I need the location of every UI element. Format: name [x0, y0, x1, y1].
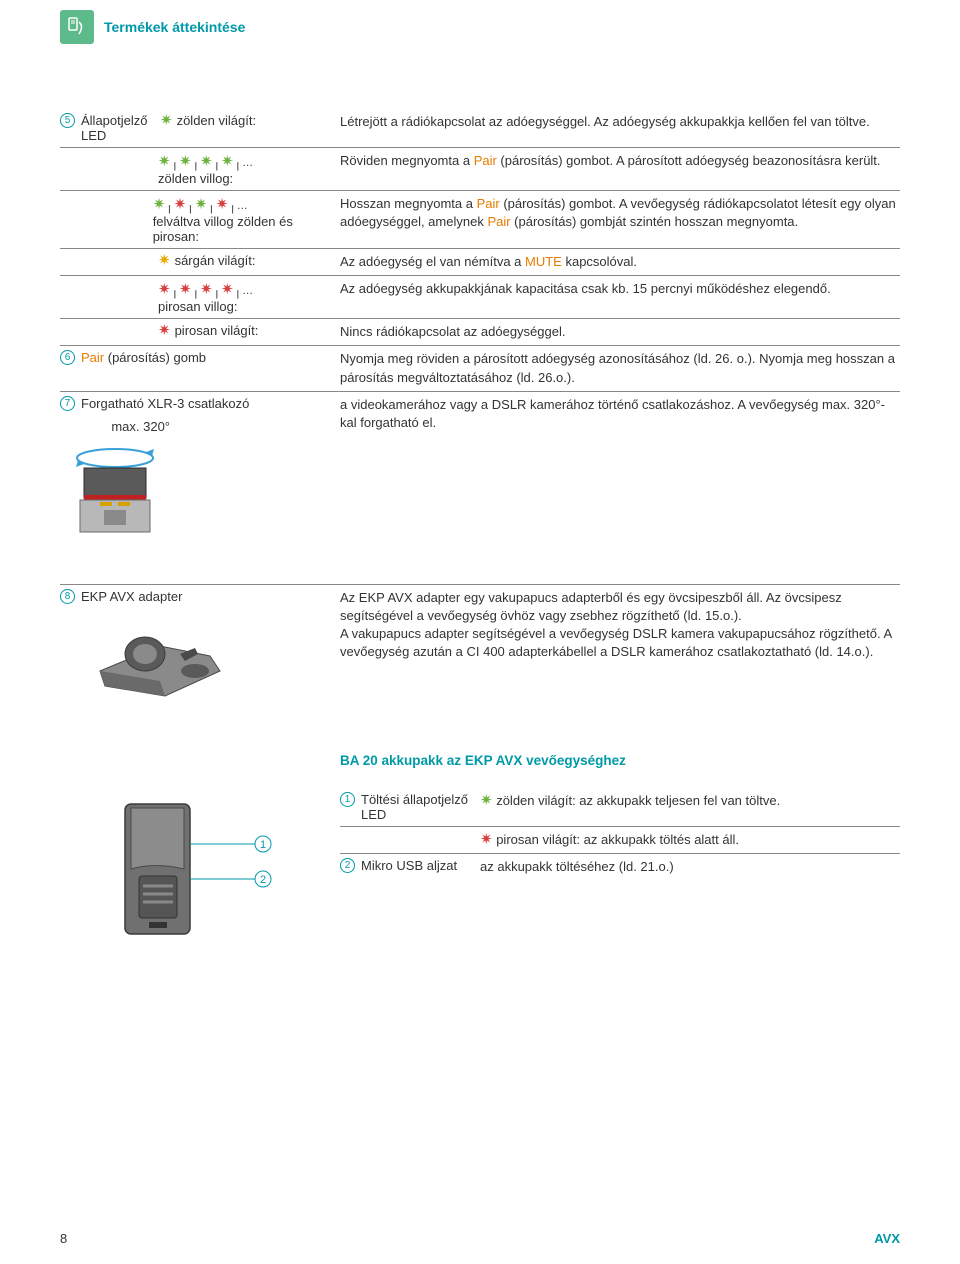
row-ekp-adapter: 8 EKP AVX adapter Az EKP AVX adapter egy… [60, 584, 900, 708]
num-8: 8 [60, 589, 75, 604]
row-led-greenred-blink: ✷╷✷╷✷╷✷╷… felváltva villog zölden és pir… [60, 190, 900, 248]
ekp-adapter-label: EKP AVX adapter [81, 589, 182, 604]
desc-ekp-adapter: Az EKP AVX adapter egy vakupapucs adapte… [340, 589, 900, 704]
desc-xlr3: a videokamerához vagy a DSLR kamerához t… [340, 396, 900, 535]
desc-green-blink: Röviden megnyomta a Pair (párosítás) gom… [340, 152, 900, 186]
desc-red-blink: Az adóegység akkupakkjának kapacitása cs… [340, 280, 900, 314]
svg-text:1: 1 [260, 839, 266, 851]
led-red-seq-icon: ✷╷✷╷✷╷✷╷… [158, 280, 253, 297]
led-green-icon: ✷ [480, 793, 493, 808]
header-icon [60, 10, 94, 44]
desc-mixed: Hosszan megnyomta a Pair (párosítás) gom… [340, 195, 900, 244]
row-pair-button: 6 Pair (párosítás) gomb Nyomja meg rövid… [60, 345, 900, 390]
xlr-connector-illustration [60, 440, 170, 535]
brand-label: AVX [874, 1231, 900, 1246]
led-red-blink-label: pirosan villog: [158, 299, 238, 314]
ba20-illustration: 1 2 [95, 794, 295, 944]
ekp-adapter-illustration [90, 616, 240, 701]
num-6: 6 [60, 350, 75, 365]
xlr3-label: Forgatható XLR-3 csatlakozó [81, 396, 249, 411]
desc-pair-button: Nyomja meg röviden a párosított adóegysé… [340, 350, 900, 386]
ba20-num-2: 2 [340, 858, 355, 873]
ba20-num-1: 1 [340, 792, 355, 807]
ba20-red-desc: pirosan világít: az akkupakk töltés alat… [496, 832, 739, 847]
ba20-usb-desc: az akkupakk töltéséhez (ld. 21.o.) [480, 858, 900, 876]
ba20-charge-led-label: Töltési állapotjelző LED [361, 792, 480, 822]
desc-red-solid: Nincs rádiókapcsolat az adóegységgel. [340, 323, 900, 341]
row-led-red-blink: ✷╷✷╷✷╷✷╷… pirosan villog: Az adóegység a… [60, 275, 900, 318]
max-320-label: max. 320° [111, 419, 170, 434]
page-header: Termékek áttekintése [60, 10, 900, 44]
ba20-green-desc: zölden világít: az akkupakk teljesen fel… [496, 793, 780, 808]
led-green-icon: ✷ [160, 113, 173, 128]
page-footer: 8 AVX [60, 1231, 900, 1246]
ba20-row-1b: ✷ pirosan világít: az akkupakk töltés al… [340, 826, 900, 853]
led-red-icon: ✷ [158, 323, 171, 338]
row-led-green-blink: ✷╷✷╷✷╷✷╷… zölden villog: Röviden megnyom… [60, 147, 900, 190]
led-green-blink-label: zölden villog: [158, 171, 233, 186]
led-mixed-label: felváltva villog zölden és pirosan: [153, 214, 332, 244]
ba20-row-2: 2 Mikro USB aljzat az akkupakk töltéséhe… [340, 853, 900, 880]
num-5: 5 [60, 113, 75, 128]
main-table: 5 Állapotjelző LED ✷ zölden világít: Lét… [60, 109, 900, 708]
page-number: 8 [60, 1231, 67, 1246]
ba20-row-1a: 1 Töltési állapotjelző LED ✷ zölden vilá… [340, 788, 900, 826]
row-xlr3: 7 Forgatható XLR-3 csatlakozó max. 320° [60, 391, 900, 539]
desc-yellow: Az adóegység el van némítva a MUTE kapcs… [340, 253, 900, 271]
num-7: 7 [60, 396, 75, 411]
led-mixed-seq-icon: ✷╷✷╷✷╷✷╷… [153, 195, 248, 212]
led-green-solid-label: zölden világít: [177, 113, 257, 128]
svg-text:2: 2 [260, 874, 266, 886]
header-title: Termékek áttekintése [104, 19, 245, 35]
ba20-section: 1 2 1 Töltési állapotjelző LED ✷ zölden … [60, 788, 900, 944]
ba20-section-title: BA 20 akkupakk az EKP AVX vevőegységhez [340, 753, 900, 768]
led-green-seq-icon: ✷╷✷╷✷╷✷╷… [158, 152, 253, 169]
row-led-red-solid: ✷ pirosan világít: Nincs rádiókapcsolat … [60, 318, 900, 345]
label-allapotjelzo: Állapotjelző LED [81, 113, 156, 143]
led-yellow-label: sárgán világít: [175, 253, 256, 268]
led-red-solid-label: pirosan világít: [175, 323, 259, 338]
led-yellow-icon: ✷ [158, 253, 171, 268]
row-led-yellow-solid: ✷ sárgán világít: Az adóegység el van né… [60, 248, 900, 275]
pair-button-label: Pair (párosítás) gomb [81, 350, 206, 365]
row-led-green-solid: 5 Állapotjelző LED ✷ zölden világít: Lét… [60, 109, 900, 147]
desc-green-solid: Létrejött a rádiókapcsolat az adóegységg… [340, 113, 900, 143]
led-red-icon: ✷ [480, 832, 493, 847]
ba20-usb-label: Mikro USB aljzat [361, 858, 457, 873]
